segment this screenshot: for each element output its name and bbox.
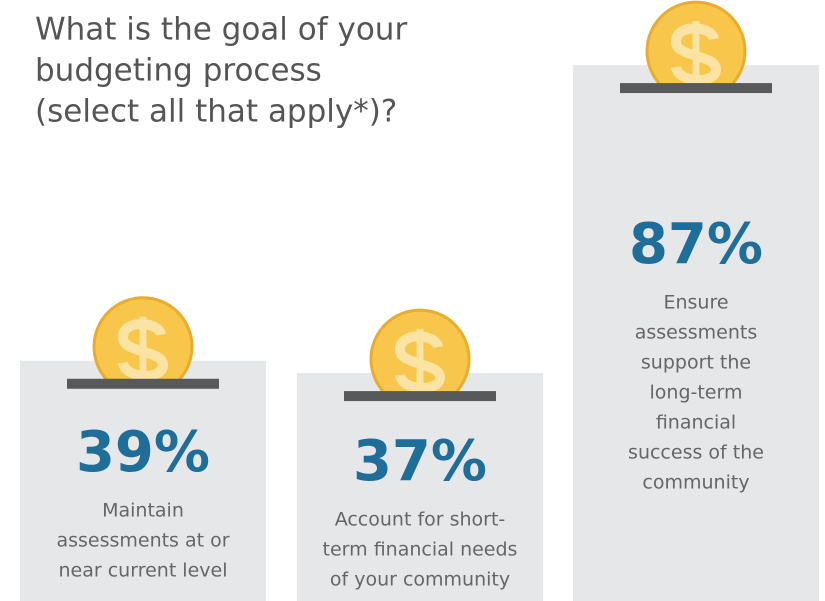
coin-slot (344, 391, 496, 402)
title-line: What is the goal of your (35, 12, 407, 48)
category-label: community (642, 472, 749, 494)
bar (573, 65, 819, 601)
category-label: financial (656, 412, 736, 434)
bar (20, 360, 266, 601)
category-label: near current level (59, 559, 228, 581)
coin-slot (620, 83, 772, 94)
category-label: Account for short- (335, 509, 506, 531)
dollar-s (671, 23, 722, 86)
value-label: 37% (353, 429, 487, 494)
category-label: support the (641, 352, 751, 374)
dollar-s (395, 331, 446, 392)
dollar-s (118, 319, 169, 380)
category-label: long-term (650, 382, 743, 404)
category-label: success of the (628, 442, 764, 464)
category-label: assessments at or (56, 529, 229, 551)
category-label: Maintain (102, 499, 184, 521)
category-label: assessments (635, 322, 758, 344)
value-label: 39% (76, 420, 210, 485)
coin-slot (67, 378, 219, 389)
coin (369, 308, 471, 392)
coin (645, 0, 747, 87)
title-line: budgeting process (35, 53, 322, 89)
value-label: 87% (629, 212, 763, 277)
category-label: of your community (330, 569, 510, 591)
coin (92, 296, 194, 380)
category-label: Ensure (663, 292, 728, 314)
title-line: (select all that apply*)? (35, 94, 397, 130)
bar (297, 373, 543, 601)
category-label: term financial needs (323, 539, 518, 561)
